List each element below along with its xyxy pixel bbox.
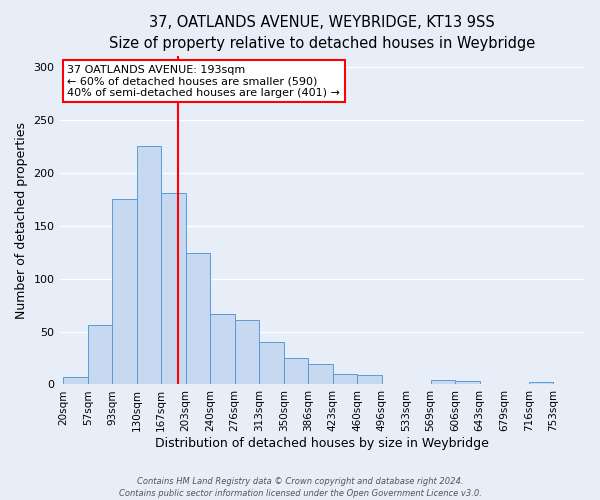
Y-axis label: Number of detached properties: Number of detached properties	[15, 122, 28, 319]
Bar	[161, 193, 186, 384]
Bar	[186, 253, 210, 384]
Bar	[63, 377, 88, 384]
Bar	[259, 342, 284, 384]
Bar	[235, 320, 259, 384]
Title: 37, OATLANDS AVENUE, WEYBRIDGE, KT13 9SS
Size of property relative to detached h: 37, OATLANDS AVENUE, WEYBRIDGE, KT13 9SS…	[109, 15, 535, 51]
Bar	[308, 364, 332, 384]
Bar	[112, 199, 137, 384]
Bar	[137, 146, 161, 384]
Bar	[88, 325, 112, 384]
Bar	[210, 314, 235, 384]
Text: Contains HM Land Registry data © Crown copyright and database right 2024.
Contai: Contains HM Land Registry data © Crown c…	[119, 476, 481, 498]
Bar	[332, 374, 357, 384]
X-axis label: Distribution of detached houses by size in Weybridge: Distribution of detached houses by size …	[155, 437, 489, 450]
Text: 37 OATLANDS AVENUE: 193sqm
← 60% of detached houses are smaller (590)
40% of sem: 37 OATLANDS AVENUE: 193sqm ← 60% of deta…	[67, 64, 340, 98]
Bar	[431, 380, 455, 384]
Bar	[357, 375, 382, 384]
Bar	[529, 382, 553, 384]
Bar	[455, 382, 479, 384]
Bar	[284, 358, 308, 384]
